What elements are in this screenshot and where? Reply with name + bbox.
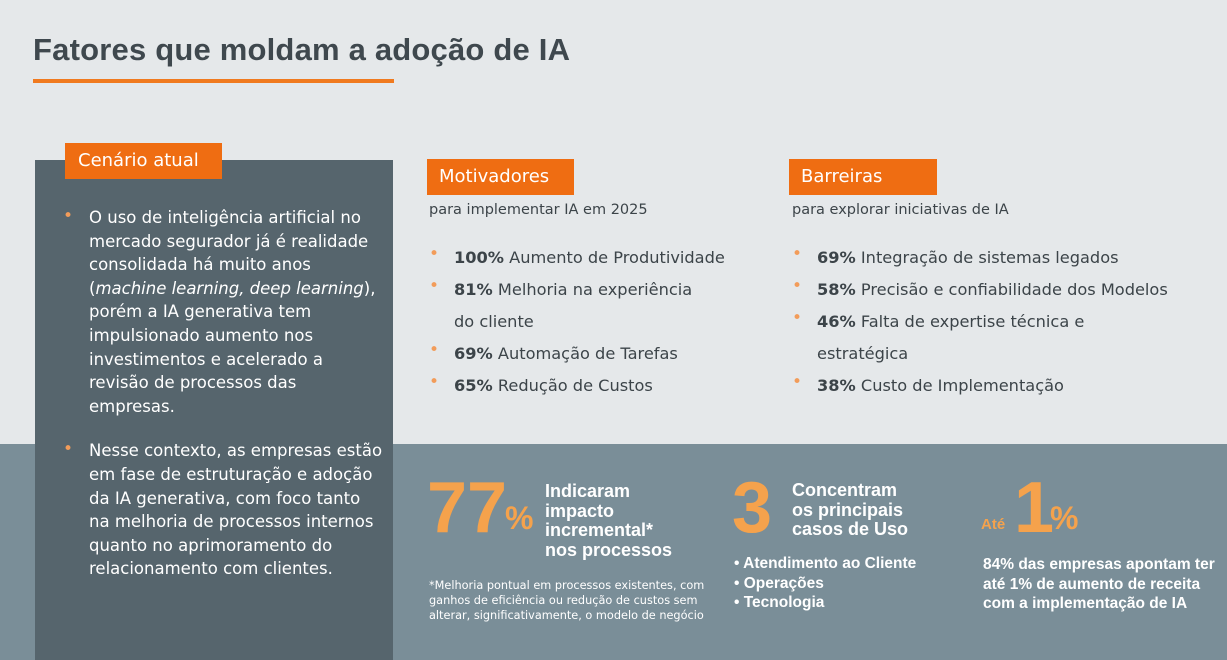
cenario-tag: Cenário atual	[65, 143, 222, 179]
motivador-item: 81% Melhoria na experiência do cliente	[429, 270, 725, 338]
barreira-text: Custo de Implementação	[860, 376, 1064, 395]
title-underline	[33, 79, 394, 83]
barreira-pct: 38%	[817, 376, 856, 395]
cenario-bullet-1-text-b: ), porém a IA generativa tem impulsionad…	[89, 278, 376, 416]
barreiras-tag: Barreiras	[789, 159, 937, 195]
stat-77-label-line: incremental*	[545, 520, 654, 540]
use-case-item: Atendimento ao Cliente	[734, 554, 916, 574]
barreira-text-cont: estratégica	[817, 344, 909, 363]
barreira-pct: 46%	[817, 312, 856, 331]
stat-77-number: 77	[427, 468, 508, 548]
stat-3-label: Concentram os principais casos de Uso	[792, 480, 909, 540]
stat-1-number: 1	[1014, 468, 1055, 548]
stat-1-unit: %	[1050, 500, 1079, 536]
use-case-item: Operações	[734, 574, 916, 594]
cenario-bullet-1-text-a: O uso de inteligência artificial no merc…	[89, 208, 369, 298]
motivador-item: 100% Aumento de Produtividade	[429, 238, 725, 274]
stat-3-label-line: casos de Uso	[792, 519, 909, 539]
stat-3-number: 3	[732, 468, 773, 548]
page-title: Fatores que moldam a adoção de IA	[33, 32, 571, 67]
cenario-bullet-1: O uso de inteligência artificial no merc…	[63, 205, 383, 418]
stat-1-prefix: Até	[981, 516, 1006, 533]
motivador-pct: 81%	[454, 280, 493, 299]
motivadores-list: 100% Aumento de Produtividade 81% Melhor…	[429, 238, 725, 402]
motivadores-tag: Motivadores	[427, 159, 574, 195]
cenario-bullet-1-italic: machine learning, deep learning	[95, 278, 364, 298]
barreira-text: Precisão e confiabilidade dos Modelos	[860, 280, 1168, 299]
motivador-text: Redução de Custos	[497, 376, 653, 395]
stat-77-label-line: impacto	[545, 500, 615, 521]
barreira-item: 46% Falta de expertise técnica e estratég…	[792, 302, 1168, 370]
stat-1-description: 84% das empresas apontam ter até 1% de a…	[983, 556, 1215, 612]
cenario-bullet-2-text: Nesse contexto, as empresas estão em fas…	[89, 441, 383, 579]
motivadores-subtitle: para implementar IA em 2025	[429, 202, 648, 218]
barreira-item: 69% Integração de sistemas legados	[792, 238, 1168, 274]
motivador-pct: 69%	[454, 344, 493, 363]
barreira-pct: 69%	[817, 248, 856, 267]
cenario-list: O uso de inteligência artificial no merc…	[63, 205, 383, 602]
barreira-text: Falta de expertise técnica e	[860, 312, 1085, 331]
motivador-pct: 65%	[454, 376, 493, 395]
stat-3-label-line: Concentram	[792, 480, 898, 500]
motivador-item: 69% Automação de Tarefas	[429, 334, 725, 370]
barreira-item: 58% Precisão e confiabilidade dos Modelo…	[792, 270, 1168, 306]
barreira-text: Integração de sistemas legados	[860, 248, 1119, 267]
stat-77-footnote: *Melhoria pontual em processos existente…	[429, 579, 705, 622]
cenario-bullet-2: Nesse contexto, as empresas estão em fas…	[63, 438, 383, 581]
stat-77-label-line: nos processos	[545, 539, 673, 560]
barreira-item: 38% Custo de Implementação	[792, 366, 1168, 402]
use-case-item: Tecnologia	[734, 593, 916, 613]
barreiras-list: 69% Integração de sistemas legados 58% P…	[792, 238, 1168, 402]
motivador-item: 65% Redução de Custos	[429, 366, 725, 402]
motivador-text: Automação de Tarefas	[497, 344, 678, 363]
barreiras-subtitle: para explorar iniciativas de IA	[792, 202, 1009, 218]
motivador-pct: 100%	[454, 248, 505, 267]
stat-77-unit: %	[505, 500, 534, 536]
use-cases-list: Atendimento ao Cliente Operações Tecnolo…	[734, 554, 916, 613]
stat-77-label-line: Indicaram	[545, 481, 631, 501]
stat-3-label-line: os principais	[792, 499, 904, 520]
barreira-pct: 58%	[817, 280, 856, 299]
motivador-text: Aumento de Produtividade	[509, 248, 725, 267]
motivador-text: Melhoria na experiência	[497, 280, 693, 299]
motivador-text-cont: do cliente	[454, 312, 534, 331]
stat-77-label: Indicaram impacto incremental* nos proce…	[545, 481, 673, 560]
